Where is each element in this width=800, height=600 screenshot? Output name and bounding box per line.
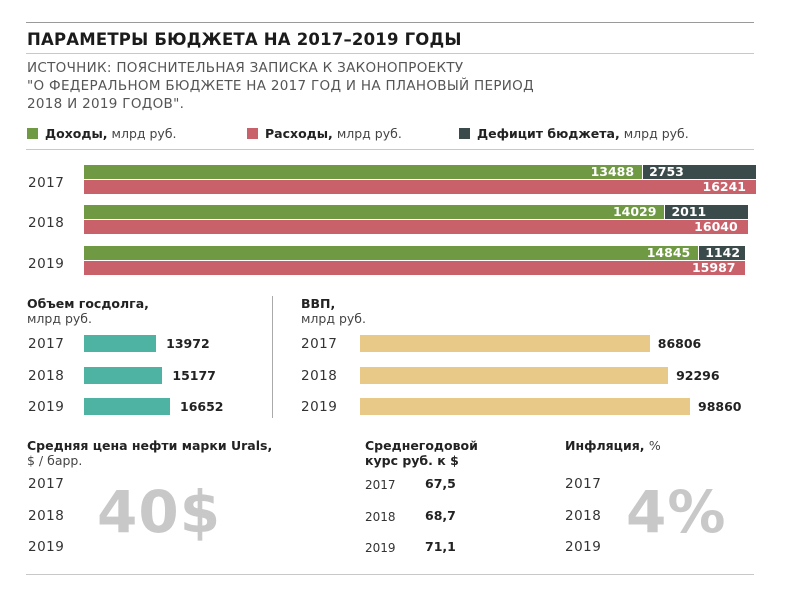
legend-deficit-label: Дефицит бюджета, (477, 126, 620, 141)
debt-value-label: 15177 (172, 368, 216, 383)
rate-year-2018: 2018 (365, 510, 396, 524)
legend-income: Доходы, млрд руб. (27, 126, 177, 141)
income-bar (84, 205, 665, 219)
income-bar (84, 165, 643, 179)
deficit-value-label: 1142 (705, 245, 741, 260)
debt-bar (84, 335, 157, 352)
gdp-year-2017: 2017 (301, 336, 338, 352)
income-bar (84, 246, 699, 260)
page-title: ПАРАМЕТРЫ БЮДЖЕТА НА 2017–2019 ГОДЫ (27, 30, 462, 49)
gdp-bar (360, 398, 690, 415)
oil-year-2019: 2019 (28, 539, 65, 555)
deficit-bar (665, 205, 748, 219)
expense-value-label: 15987 (691, 260, 736, 275)
budget-year-2017: 2017 (28, 175, 65, 191)
gdp-bar (360, 335, 650, 352)
source-line-1: ИСТОЧНИК: ПОЯСНИТЕЛЬНАЯ ЗАПИСКА К ЗАКОНО… (27, 60, 464, 76)
legend-rule (26, 149, 754, 150)
oil-year-2018: 2018 (28, 508, 65, 524)
legend-deficit-unit: млрд руб. (623, 126, 689, 141)
section-divider (272, 296, 273, 418)
inflation-title-label: Инфляция, (565, 438, 645, 453)
oil-price-big-value: 40$ (97, 478, 222, 546)
deficit-bar (643, 165, 756, 179)
expense-value-label: 16040 (694, 219, 738, 234)
expense-bar (84, 261, 746, 275)
source-line-3: 2018 И 2019 ГОДОВ". (27, 96, 185, 112)
legend-expense-swatch (247, 128, 258, 139)
gdp-year-2018: 2018 (301, 368, 338, 384)
debt-bar (84, 367, 163, 384)
income-value-label: 14845 (646, 245, 691, 260)
inflation-unit: % (648, 438, 661, 453)
debt-title: Объем госдолга, (27, 296, 149, 311)
top-rule (26, 22, 754, 23)
deficit-bar (699, 246, 746, 260)
title-rule (26, 53, 754, 54)
income-value-label: 14029 (612, 204, 657, 219)
debt-year-2018: 2018 (28, 368, 65, 384)
gdp-title: ВВП, (301, 296, 336, 311)
legend-expense-label: Расходы, (265, 126, 333, 141)
budget-year-2018: 2018 (28, 215, 65, 231)
legend-income-label: Доходы, (45, 126, 108, 141)
inflation-big-value: 4% (626, 478, 727, 546)
rate-value-2019: 71,1 (425, 539, 456, 554)
legend-expense-unit: млрд руб. (336, 126, 402, 141)
source-line-2: "О ФЕДЕРАЛЬНОМ БЮДЖЕТЕ НА 2017 ГОД И НА … (27, 78, 534, 94)
rate-title-line-2: курс руб. к $ (365, 453, 459, 468)
legend-deficit-swatch (459, 128, 470, 139)
inflation-title: Инфляция, % (565, 438, 661, 453)
rate-value-2017: 67,5 (425, 476, 456, 491)
deficit-value-label: 2011 (671, 204, 707, 219)
debt-year-2019: 2019 (28, 399, 65, 415)
inflation-year-2017: 2017 (565, 476, 602, 492)
rate-year-2017: 2017 (365, 478, 396, 492)
debt-year-2017: 2017 (28, 336, 65, 352)
debt-bar (84, 398, 170, 415)
legend-deficit: Дефицит бюджета, млрд руб. (459, 126, 689, 141)
debt-value-label: 16652 (180, 399, 224, 414)
gdp-value-label: 86806 (657, 336, 702, 351)
budget-year-2019: 2019 (28, 256, 65, 272)
rate-year-2019: 2019 (365, 541, 396, 555)
legend-income-unit: млрд руб. (111, 126, 177, 141)
expense-bar (84, 180, 756, 194)
rate-value-2018: 68,7 (425, 508, 456, 523)
legend-expense: Расходы, млрд руб. (247, 126, 402, 141)
oil-unit: $ / барр. (27, 453, 83, 468)
rate-title-line-1: Среднегодовой (365, 438, 478, 453)
bottom-rule (26, 574, 754, 575)
gdp-unit: млрд руб. (301, 311, 366, 326)
expense-value-label: 16241 (702, 179, 747, 194)
deficit-value-label: 2753 (649, 164, 684, 179)
legend-income-swatch (27, 128, 38, 139)
gdp-value-label: 98860 (698, 399, 742, 414)
expense-bar (84, 220, 748, 234)
inflation-year-2018: 2018 (565, 508, 602, 524)
gdp-year-2019: 2019 (301, 399, 338, 415)
gdp-bar (360, 367, 669, 384)
oil-year-2017: 2017 (28, 476, 65, 492)
gdp-value-label: 92296 (676, 368, 720, 383)
inflation-year-2019: 2019 (565, 539, 602, 555)
debt-unit: млрд руб. (27, 311, 92, 326)
income-value-label: 13488 (590, 164, 635, 179)
debt-value-label: 13972 (166, 336, 210, 351)
oil-title: Средняя цена нефти марки Urals, (27, 438, 273, 453)
